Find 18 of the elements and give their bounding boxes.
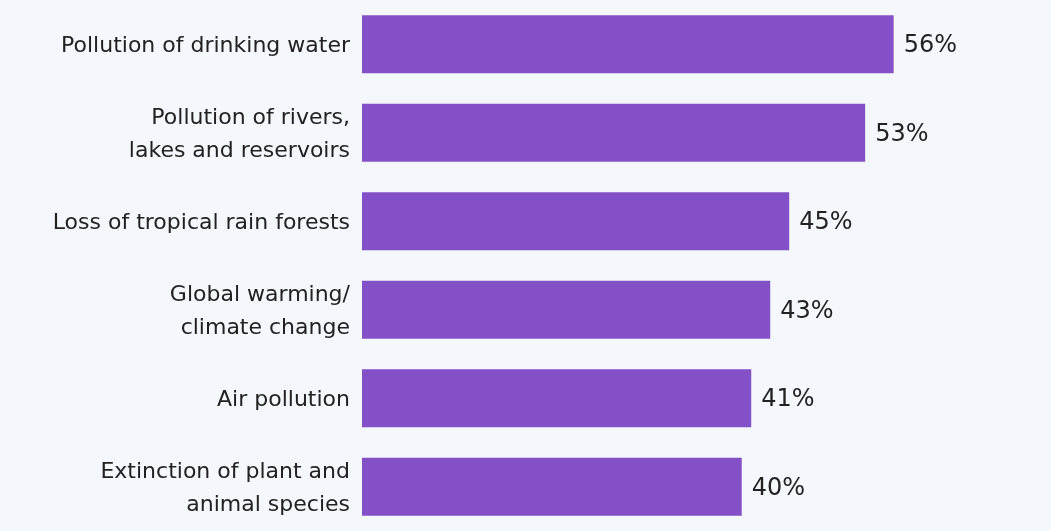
y-tick-label: Global warming/ climate change [169,280,351,339]
data-label: 43% [780,295,834,324]
data-label: 40% [751,472,806,501]
bar [362,103,866,162]
data-label: 41% [761,384,815,413]
bar [362,457,742,516]
bar [362,280,771,339]
bar [362,369,752,428]
y-tick-label: Air pollution [217,385,350,411]
bar [362,192,790,251]
data-label: 45% [799,207,853,236]
data-label: 53% [875,118,929,147]
bar [362,15,894,74]
y-tick-label: Pollution of rivers, lakes and reservoirs [128,103,350,162]
y-tick-label: Extinction of plant and animal species [100,457,350,516]
y-tick-label: Loss of tropical rain forests [52,208,350,234]
data-label: 56% [903,30,957,59]
y-tick-label: Pollution of drinking water [61,31,351,57]
